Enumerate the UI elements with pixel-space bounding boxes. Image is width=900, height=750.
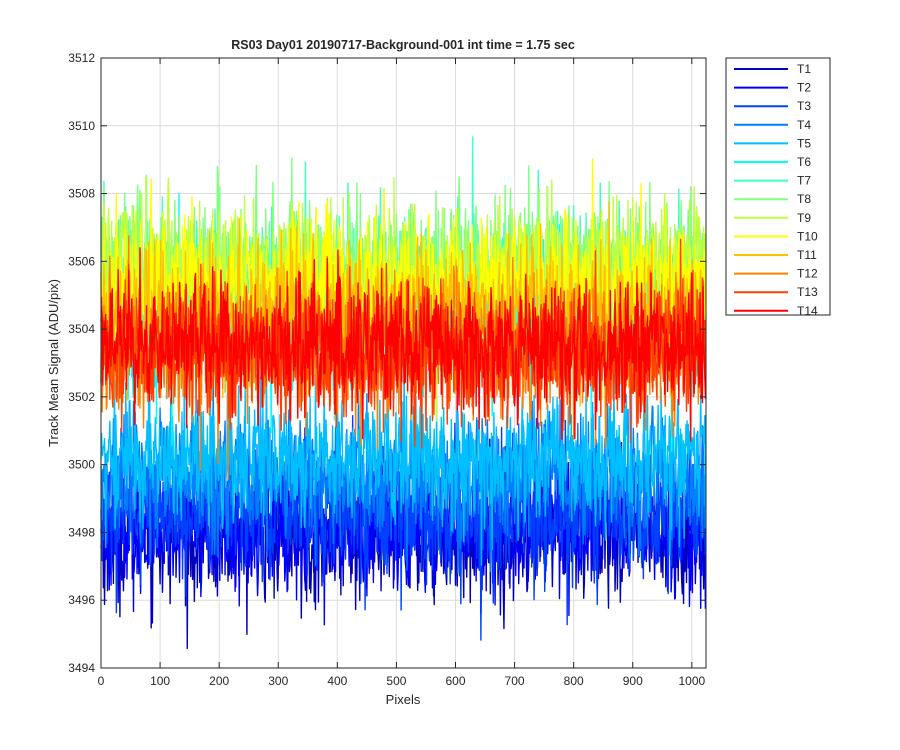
legend-item-t13[interactable]: T13 <box>734 285 818 299</box>
x-tick-label: 700 <box>505 674 525 688</box>
legend-item-t4[interactable]: T4 <box>734 118 811 132</box>
x-tick-label: 0 <box>98 674 105 688</box>
x-tick-label: 200 <box>209 674 229 688</box>
x-tick-label: 100 <box>150 674 170 688</box>
legend-box <box>725 57 831 316</box>
x-tick-label: 800 <box>564 674 584 688</box>
legend-item-t3[interactable]: T3 <box>734 99 811 113</box>
legend-label: T14 <box>797 304 818 318</box>
legend-label: T4 <box>797 118 811 132</box>
x-axis-label: Pixels <box>386 692 421 707</box>
legend-label: T8 <box>797 192 811 206</box>
legend-item-t5[interactable]: T5 <box>734 136 811 150</box>
legend-item-t10[interactable]: T10 <box>734 229 818 243</box>
y-axis-label: Track Mean Signal (ADU/pix) <box>46 279 61 447</box>
y-tick-label: 3498 <box>68 525 95 539</box>
legend-item-t14[interactable]: T14 <box>734 304 818 318</box>
legend-label: T3 <box>797 99 811 113</box>
legend-label: T9 <box>797 211 811 225</box>
y-tick-label: 3502 <box>68 390 95 404</box>
series-line-t14 <box>100 247 707 442</box>
x-tick-label: 400 <box>327 674 347 688</box>
legend-label: T11 <box>797 248 817 262</box>
legend-item-t1[interactable]: T1 <box>734 62 811 76</box>
legend-label: T1 <box>797 62 811 76</box>
y-tick-label: 3504 <box>68 322 95 336</box>
x-tick-label: 1000 <box>678 674 705 688</box>
legend-item-t12[interactable]: T12 <box>734 267 818 281</box>
x-tick-label: 900 <box>623 674 643 688</box>
legend-item-t9[interactable]: T9 <box>734 211 811 225</box>
y-tick-label: 3510 <box>68 119 95 133</box>
plot-axes: 0 100 200 300 400 500 600 700 800 900 1000 3494 3496… <box>68 51 707 688</box>
legend[interactable]: T1 T2 T3 T4 T5 T6 T7 T8 T9 T10 T11 T12 T13 T14 <box>725 57 831 318</box>
legend-item-t11[interactable]: T11 <box>734 248 817 262</box>
legend-label: T10 <box>797 229 818 243</box>
y-tick-label: 3494 <box>68 661 95 675</box>
y-tick-label: 3500 <box>68 458 95 472</box>
legend-label: T7 <box>797 174 811 188</box>
legend-item-t7[interactable]: T7 <box>734 174 811 188</box>
legend-label: T6 <box>797 155 811 169</box>
legend-label: T13 <box>797 285 818 299</box>
legend-label: T5 <box>797 136 811 150</box>
y-tick-label: 3496 <box>68 593 95 607</box>
legend-label: T2 <box>797 81 811 95</box>
series-line-t13 <box>100 238 707 449</box>
legend-item-t8[interactable]: T8 <box>734 192 811 206</box>
axis-ticks: 0 100 200 300 400 500 600 700 800 900 1000 3494 3496… <box>68 51 706 688</box>
legend-item-t6[interactable]: T6 <box>734 155 811 169</box>
plot-frame <box>100 57 707 669</box>
series-lines <box>100 136 707 650</box>
x-tick-label: 300 <box>268 674 288 688</box>
y-tick-label: 3508 <box>68 187 95 201</box>
legend-item-t2[interactable]: T2 <box>734 81 811 95</box>
legend-label: T12 <box>797 267 818 281</box>
y-tick-label: 3506 <box>68 254 95 268</box>
x-tick-label: 600 <box>445 674 465 688</box>
chart-title: RS03 Day01 20190717-Background-001 int t… <box>231 38 575 52</box>
y-tick-label: 3512 <box>68 51 95 65</box>
x-tick-label: 500 <box>386 674 406 688</box>
series-line-t5 <box>100 347 707 566</box>
